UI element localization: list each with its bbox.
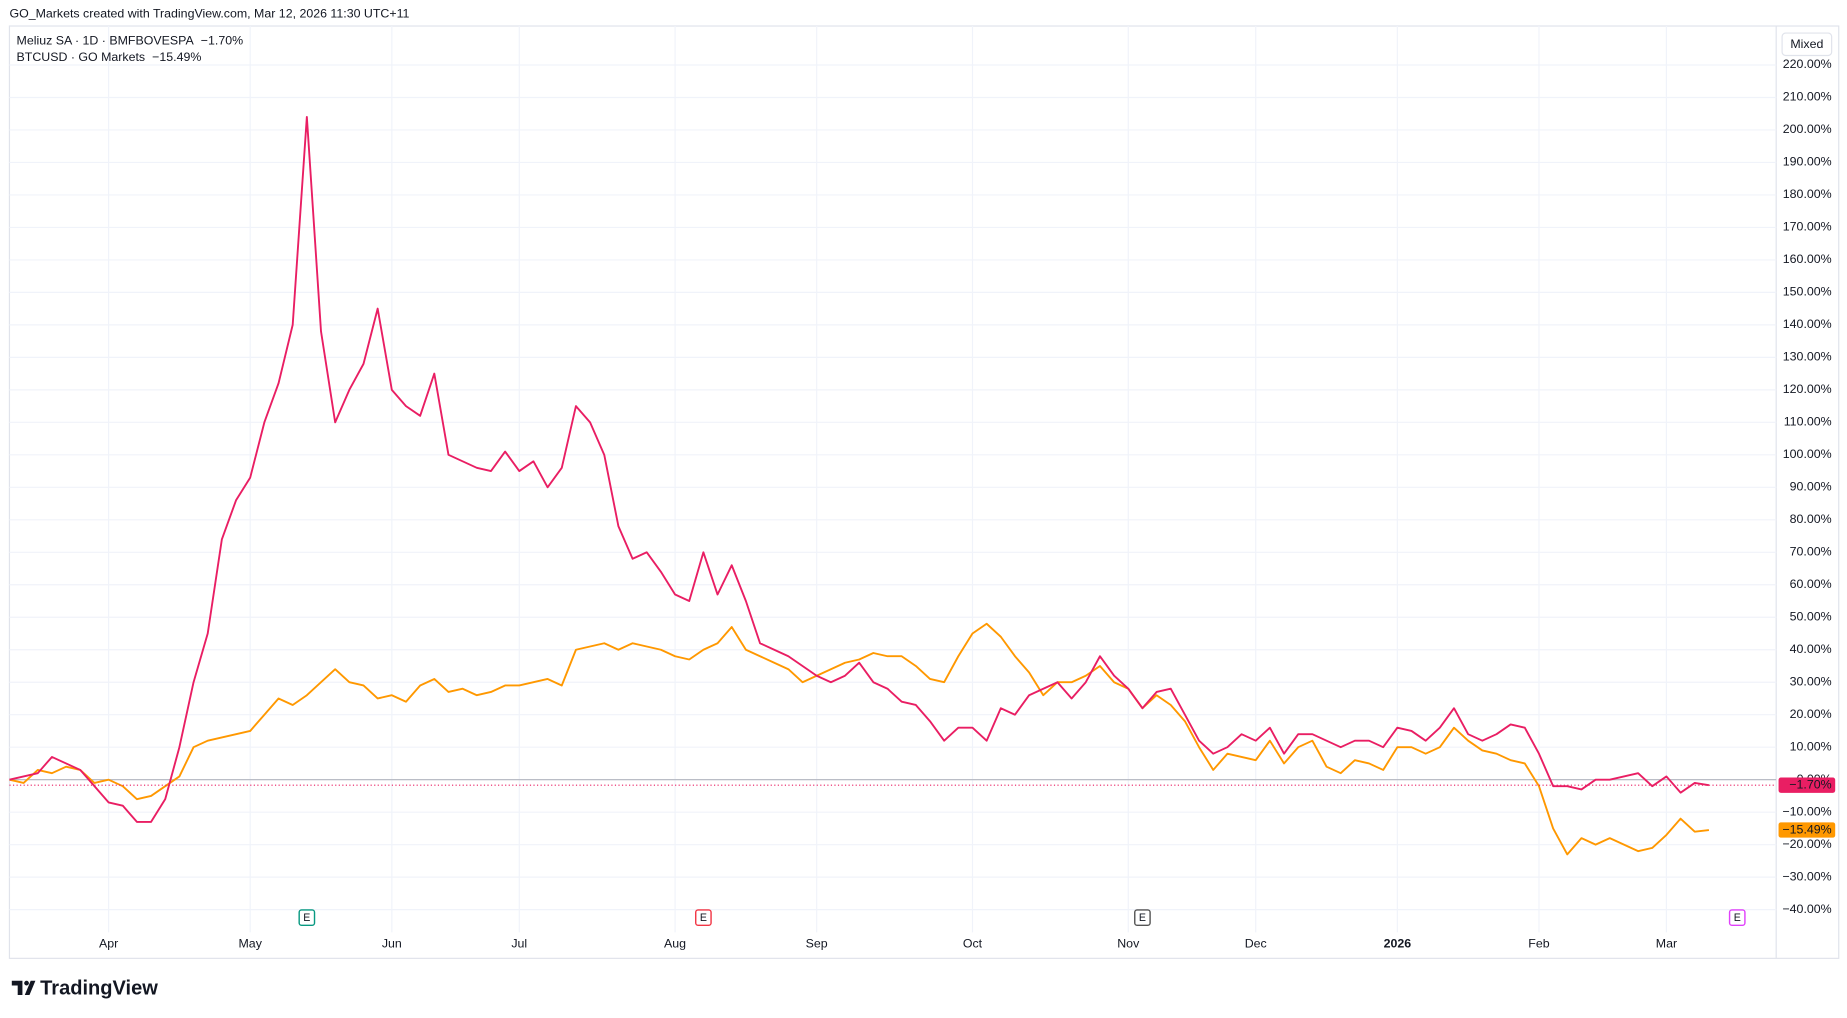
x-tick-label: Jul bbox=[511, 936, 527, 950]
y-tick-label: 130.00% bbox=[1783, 350, 1832, 364]
legend-change: −1.70% bbox=[201, 34, 243, 48]
y-tick-label: −20.00% bbox=[1782, 837, 1831, 851]
y-tick-label: 190.00% bbox=[1783, 155, 1832, 169]
y-tick-label: −40.00% bbox=[1782, 902, 1831, 916]
price-tag bbox=[1778, 822, 1836, 838]
legend-entry: BTCUSD · GO Markets bbox=[17, 50, 146, 64]
y-tick-label: 110.00% bbox=[1784, 415, 1832, 429]
y-tick-label: 200.00% bbox=[1783, 122, 1832, 136]
y-tick-label: 10.00% bbox=[1790, 739, 1832, 753]
y-tick-label: 140.00% bbox=[1783, 317, 1832, 331]
event-marker bbox=[1728, 909, 1746, 927]
x-tick-label: Sep bbox=[806, 936, 828, 950]
legend-change: −15.49% bbox=[152, 50, 201, 64]
header: GO_Markets created with TradingView.com,… bbox=[9, 6, 409, 20]
y-tick-label: −10.00% bbox=[1782, 804, 1831, 818]
event-label: E bbox=[303, 912, 310, 924]
y-tick-label: 70.00% bbox=[1790, 545, 1832, 559]
scale-mode[interactable]: Mixed bbox=[1790, 37, 1823, 51]
y-tick-label: 80.00% bbox=[1790, 512, 1832, 526]
x-tick-label: 2026 bbox=[1384, 936, 1412, 950]
y-tick-label: 50.00% bbox=[1790, 610, 1832, 624]
scale-mode-button[interactable] bbox=[1781, 32, 1833, 57]
y-tick-label: 30.00% bbox=[1790, 674, 1832, 688]
chart-frame bbox=[8, 25, 1840, 959]
series-line bbox=[9, 622, 1710, 856]
y-tick-label: 180.00% bbox=[1783, 187, 1832, 201]
legend-entry: Meliuz SA · 1D · BMFBOVESPA bbox=[17, 34, 195, 48]
x-tick-label: Jun bbox=[382, 936, 402, 950]
brand: TradingView bbox=[40, 977, 158, 999]
series-line bbox=[9, 116, 1710, 823]
event-label: E bbox=[1734, 912, 1741, 924]
price-tag bbox=[1778, 777, 1836, 793]
y-tick-label: 120.00% bbox=[1783, 382, 1832, 396]
event-marker bbox=[1134, 909, 1151, 927]
y-tick-label: 220.00% bbox=[1783, 57, 1832, 71]
x-tick-label: Aug bbox=[664, 936, 686, 950]
x-tick-label: Oct bbox=[963, 936, 983, 950]
y-tick-label: 90.00% bbox=[1790, 480, 1832, 494]
x-tick-label: May bbox=[239, 936, 263, 950]
x-tick-label: Feb bbox=[1528, 936, 1549, 950]
y-tick-label: 170.00% bbox=[1783, 220, 1832, 234]
event-marker bbox=[695, 909, 712, 927]
y-tick-label: 100.00% bbox=[1783, 447, 1832, 461]
event-marker bbox=[298, 909, 316, 927]
y-tick-label: 40.00% bbox=[1790, 642, 1832, 656]
x-tick-label: Apr bbox=[99, 936, 118, 950]
x-tick-label: Nov bbox=[1117, 936, 1140, 950]
y-tick-label: 20.00% bbox=[1790, 707, 1832, 721]
logo-icon bbox=[11, 980, 36, 995]
event-label: E bbox=[700, 912, 707, 924]
y-tick-label: 60.00% bbox=[1790, 577, 1832, 591]
event-label: E bbox=[1139, 912, 1146, 924]
y-tick-label: 210.00% bbox=[1783, 90, 1832, 104]
y-tick-label: −30.00% bbox=[1782, 869, 1831, 883]
x-tick-label: Dec bbox=[1245, 936, 1267, 950]
y-tick-label: 160.00% bbox=[1783, 252, 1832, 266]
logo-dot bbox=[24, 980, 29, 986]
price-tag-label: −1.70% bbox=[1789, 777, 1831, 791]
logo: TradingView bbox=[11, 977, 158, 999]
x-tick-label: Mar bbox=[1656, 936, 1677, 950]
y-tick-label: 150.00% bbox=[1783, 285, 1832, 299]
price-tag-label: −15.49% bbox=[1782, 822, 1831, 836]
